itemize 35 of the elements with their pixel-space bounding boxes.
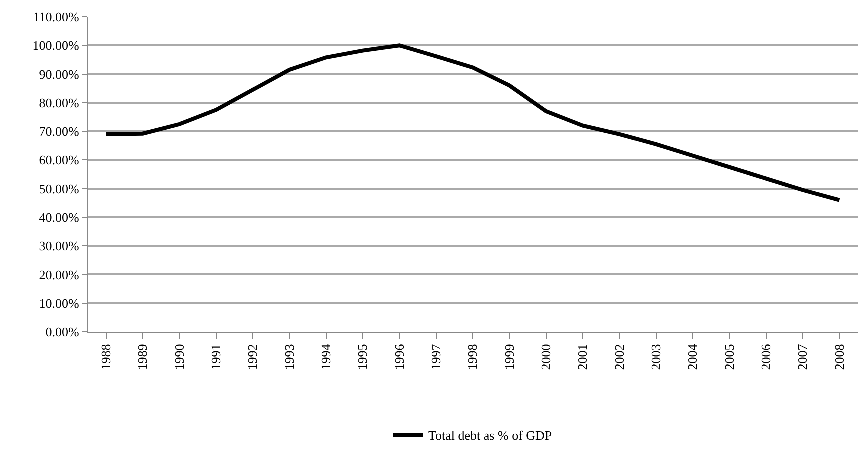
y-tick-label: 70.00% (39, 124, 80, 140)
x-tick-label: 1988 (98, 344, 114, 370)
y-tick-label: 110.00% (33, 10, 80, 25)
x-tick-label: 1995 (355, 344, 370, 370)
x-tick-label: 2002 (612, 344, 627, 370)
x-tick-label: 1997 (428, 344, 444, 370)
y-tick-label: 30.00% (39, 238, 80, 254)
x-tick-label: 1998 (465, 344, 480, 370)
y-tick-label: 10.00% (39, 296, 80, 311)
x-tick-label: 1999 (502, 344, 517, 370)
x-tick-label: 1991 (208, 344, 224, 370)
legend-label: Total debt as % of GDP (428, 428, 552, 444)
y-tick-label: 50.00% (39, 181, 80, 196)
x-tick-label: 2007 (795, 344, 810, 370)
x-tick-label: 1994 (318, 344, 334, 370)
x-tick-label: 1993 (282, 344, 297, 370)
y-tick-label: 90.00% (39, 66, 80, 82)
y-tick-label: 60.00% (39, 152, 80, 168)
x-tick-label: 1992 (245, 344, 260, 370)
y-tick-label: 100.00% (32, 38, 80, 54)
x-tick-label: 2008 (832, 344, 847, 370)
x-tick-label: 1990 (172, 344, 187, 370)
line-series (104, 44, 842, 202)
x-tick-label: 2004 (685, 344, 700, 370)
x-tick-label: 2001 (575, 344, 590, 370)
y-tick-label: 20.00% (39, 267, 80, 282)
y-tick-label: 40.00% (39, 210, 80, 225)
x-tick-label: 2005 (722, 344, 737, 370)
x-tick-label: 2003 (648, 344, 664, 370)
x-tick-label: 1989 (135, 344, 150, 370)
y-tick-label: 0.00% (46, 324, 80, 340)
x-tick-label: 2000 (538, 344, 554, 370)
x-tick-label: 2006 (758, 344, 774, 370)
x-tick-label: 1996 (392, 344, 407, 370)
y-tick-label: 80.00% (39, 95, 80, 110)
